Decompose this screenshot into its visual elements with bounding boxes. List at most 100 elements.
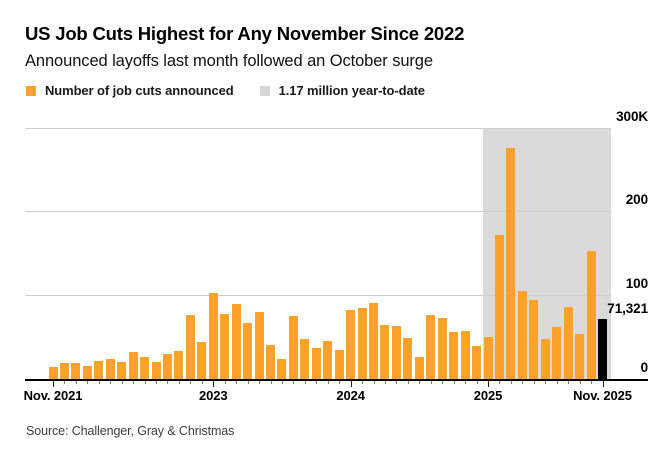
bar: [300, 339, 310, 379]
minor-tick: [178, 381, 180, 384]
minor-tick: [476, 381, 478, 384]
bar: [162, 353, 172, 379]
chart-legend: Number of job cuts announced 1.17 millio…: [26, 83, 425, 98]
gridline: [25, 128, 611, 129]
bar: [494, 234, 504, 379]
bar: [277, 359, 287, 379]
minor-tick: [293, 381, 295, 384]
minor-tick: [304, 381, 306, 384]
minor-tick: [190, 381, 192, 384]
x-axis-label: Nov. 2025: [573, 388, 632, 403]
legend-item-ytd: 1.17 million year-to-date: [259, 83, 425, 98]
minor-tick: [533, 381, 535, 384]
x-axis-line: [25, 379, 648, 381]
minor-tick: [156, 381, 158, 384]
bar: [208, 292, 218, 379]
bar: [529, 300, 539, 379]
y-axis-label: 200: [625, 192, 648, 208]
bar: [563, 306, 573, 379]
minor-tick: [510, 381, 512, 384]
minor-tick: [545, 381, 547, 384]
minor-tick: [281, 381, 283, 384]
bar: [369, 303, 379, 379]
bar: [391, 325, 401, 379]
bar: [483, 337, 493, 379]
chart-subtitle: Announced layoffs last month followed an…: [25, 52, 433, 70]
major-tick: [488, 381, 490, 387]
bar: [82, 366, 92, 379]
gridline: [25, 211, 611, 212]
bar: [357, 308, 367, 379]
bar: [105, 358, 115, 379]
legend-label: 1.17 million year-to-date: [278, 83, 425, 98]
gridline: [25, 295, 611, 296]
bar: [323, 340, 333, 379]
x-axis-label: 2023: [199, 388, 228, 403]
major-tick: [53, 381, 54, 387]
bar: [472, 346, 482, 379]
minor-tick: [430, 381, 432, 384]
minor-tick: [270, 381, 272, 384]
minor-tick: [373, 381, 375, 384]
bar: [243, 322, 253, 379]
bar: [48, 366, 58, 379]
minor-tick: [591, 381, 593, 384]
bar: [414, 357, 424, 379]
minor-tick: [442, 381, 444, 384]
minor-tick: [407, 381, 409, 384]
bar: [449, 332, 459, 379]
legend-label: Number of job cuts announced: [45, 83, 234, 98]
bar: [517, 290, 527, 379]
bar: [540, 338, 550, 379]
gray-swatch-icon: [259, 85, 270, 96]
bar: [231, 303, 241, 379]
minor-tick: [201, 381, 203, 384]
minor-tick: [453, 381, 455, 384]
bar: [311, 348, 321, 379]
bar: [128, 351, 138, 379]
bar: [185, 314, 195, 379]
bar: [426, 315, 436, 379]
minor-tick: [121, 381, 123, 384]
legend-item-job-cuts: Number of job cuts announced: [26, 83, 234, 98]
minor-tick: [133, 381, 135, 384]
bar: [346, 310, 356, 379]
bar: [59, 363, 69, 379]
bar: [334, 349, 344, 379]
minor-tick: [499, 381, 501, 384]
bar: [117, 361, 127, 379]
minor-tick: [568, 381, 570, 384]
minor-tick: [384, 381, 386, 384]
bar: [506, 148, 516, 379]
minor-tick: [556, 381, 558, 384]
bar: [266, 344, 275, 379]
major-tick: [213, 381, 215, 387]
minor-tick: [419, 381, 421, 384]
bar: [460, 330, 470, 379]
bar: [288, 316, 298, 379]
minor-tick: [98, 381, 100, 384]
bar: [140, 357, 150, 379]
minor-tick: [327, 381, 329, 384]
minor-tick: [465, 381, 467, 384]
y-axis-label: 0: [640, 360, 649, 375]
minor-tick: [247, 381, 249, 384]
minor-tick: [110, 381, 112, 384]
major-tick: [350, 381, 352, 387]
bar: [380, 324, 390, 379]
x-axis-label: 2024: [336, 388, 365, 403]
x-axis-label: Nov. 2021: [23, 388, 83, 403]
bar: [437, 317, 447, 379]
bar: [174, 350, 184, 379]
minor-tick: [339, 381, 341, 384]
bar: [220, 313, 230, 379]
minor-tick: [579, 381, 581, 384]
minor-tick: [75, 381, 77, 384]
bar: [552, 326, 562, 379]
bar: [586, 250, 596, 379]
x-axis-label: 2025: [473, 388, 503, 403]
bar-highlighted: [598, 319, 607, 379]
bar: [575, 333, 585, 379]
